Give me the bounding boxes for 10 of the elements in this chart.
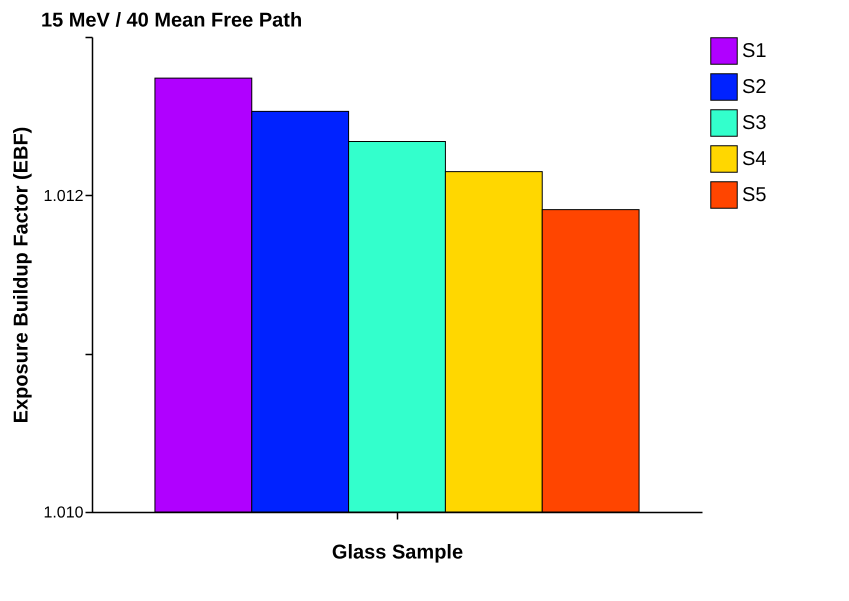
legend-label: S3 (742, 112, 766, 134)
y-tick-label: 1.010 (43, 504, 84, 522)
chart-title: 15 MeV / 40 Mean Free Path (40, 9, 302, 32)
y-tick-label: 1.012 (43, 188, 84, 205)
legend-label: S4 (742, 148, 766, 170)
legend-label: S1 (742, 40, 766, 62)
legend-label: S2 (742, 76, 766, 98)
y-axis-title: Exposure Buildup Factor (EBF) (10, 126, 32, 424)
legend-label: S5 (742, 184, 766, 206)
x-axis-title: Glass Sample (332, 541, 464, 564)
